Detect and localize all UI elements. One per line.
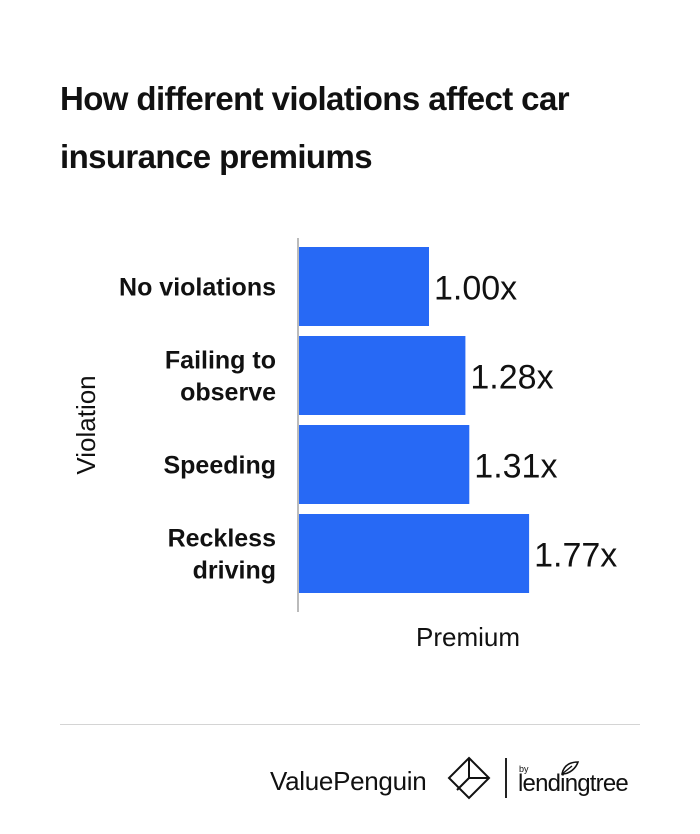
category-label: Reckless <box>168 525 276 553</box>
bar-value-label: 1.28x <box>470 359 553 397</box>
category-label: No violations <box>119 274 276 302</box>
x-axis-label: Premium <box>416 622 520 652</box>
chart-title: How different violations affect car insu… <box>60 80 570 175</box>
bar-chart: 1.00x No violations 1.28x Failing to observe… <box>71 238 617 652</box>
y-axis-label: Violation <box>71 375 101 474</box>
bar <box>299 425 470 504</box>
bar-value-label: 1.77x <box>534 537 617 575</box>
valuepenguin-logo-text: ValuePenguin <box>270 766 427 796</box>
category-label: driving <box>193 557 276 585</box>
bar <box>299 336 466 415</box>
lendingtree-logo-text: lendingtree <box>518 770 629 797</box>
footer-divider <box>60 724 640 725</box>
lendingtree-by-text: by <box>519 764 529 774</box>
category-label: observe <box>180 379 276 407</box>
valuepenguin-logo-icon <box>447 756 491 800</box>
bar <box>299 247 429 326</box>
lendingtree-leaf-icon <box>561 761 580 775</box>
bar-value-label: 1.00x <box>434 270 517 308</box>
bar-value-label: 1.31x <box>474 448 557 486</box>
category-label: Speeding <box>163 452 276 480</box>
logo-separator <box>505 758 507 798</box>
category-label: Failing to <box>165 347 276 375</box>
bar <box>299 514 530 593</box>
